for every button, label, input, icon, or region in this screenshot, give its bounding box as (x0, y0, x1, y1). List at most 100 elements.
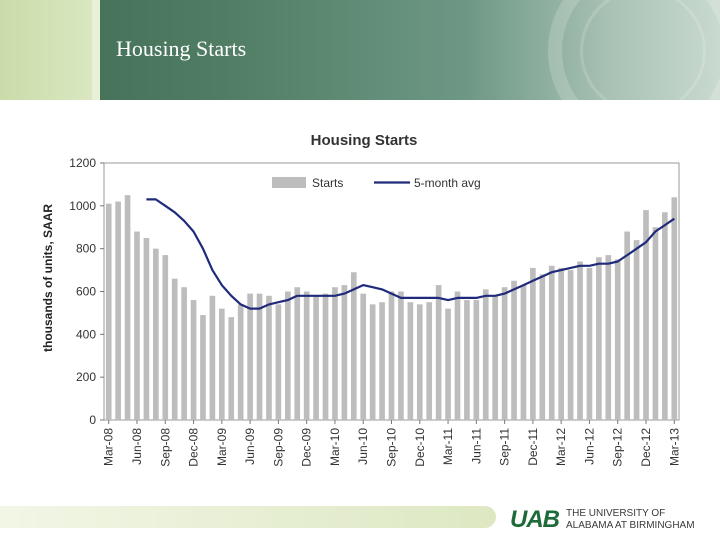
bar-series-starts (105, 195, 678, 420)
bar-starts (247, 293, 253, 420)
bar-starts (143, 237, 150, 420)
x-tick-label: Mar-13 (667, 428, 681, 466)
bar-starts (294, 287, 301, 420)
chart-legend: Starts 5-month avg (272, 176, 481, 190)
x-tick-label: Dec-10 (413, 428, 427, 467)
header-banner: Housing Starts (0, 0, 720, 100)
housing-starts-chart: Housing Starts thousands of units, SAAR … (41, 132, 681, 467)
x-tick-label: Mar-08 (102, 428, 116, 466)
bar-starts (548, 265, 555, 420)
bar-starts (190, 300, 197, 420)
university-logo: UAB THE UNIVERSITY OF ALABAMA AT BIRMING… (510, 506, 695, 531)
logo-line-1: THE UNIVERSITY OF (566, 508, 665, 519)
bar-starts (162, 255, 169, 420)
x-tick-label: Mar-09 (215, 428, 229, 466)
footer-bar (0, 506, 496, 528)
bar-starts (520, 285, 527, 420)
banner-accent (0, 0, 98, 100)
legend-swatch-starts (272, 177, 306, 188)
y-axis-label: thousands of units, SAAR (41, 204, 55, 352)
x-tick-label: Jun-10 (356, 428, 370, 465)
bar-starts (322, 293, 329, 420)
x-tick-label: Dec-11 (526, 428, 540, 466)
bar-starts (332, 287, 338, 420)
bar-starts (586, 267, 593, 420)
x-tick-label: Sep-10 (385, 428, 399, 467)
line-5-month-avg (146, 198, 675, 310)
x-tick-label: Sep-09 (271, 428, 285, 467)
bar-starts (153, 248, 159, 420)
bar-starts (303, 291, 310, 420)
bar-starts (398, 291, 404, 420)
bar-starts (539, 274, 546, 420)
x-tick-label: Mar-11 (441, 428, 455, 465)
chart-axes: 0 200 400 600 800 1000 1200 Mar-08 Jun-08 Sep-08 D… (69, 156, 681, 467)
y-tick-label: 200 (76, 370, 96, 384)
bar-starts (388, 291, 395, 420)
bar-starts (577, 261, 583, 420)
banner-divider (92, 0, 100, 100)
bar-starts (511, 280, 517, 420)
seal-watermark (548, 0, 720, 100)
bar-starts (501, 287, 508, 420)
bar-starts (341, 285, 348, 420)
bar-starts (237, 304, 244, 420)
y-tick-label: 400 (76, 327, 96, 341)
x-tick-label: Sep-11 (498, 428, 512, 466)
bar-starts (105, 203, 112, 420)
bar-starts (435, 285, 442, 420)
y-tick-label: 0 (89, 413, 96, 427)
bar-starts (219, 308, 225, 420)
bar-starts (124, 195, 131, 420)
x-tick-label: Mar-10 (328, 428, 342, 466)
bar-starts (643, 210, 649, 420)
seal-watermark-inner (580, 0, 706, 100)
y-tick-label: 1200 (69, 156, 96, 170)
bar-starts (284, 291, 291, 420)
x-tick-label: Sep-08 (158, 428, 172, 467)
bar-starts (360, 293, 367, 420)
bar-starts (228, 317, 235, 420)
legend-label-starts: Starts (312, 176, 343, 190)
bar-starts (454, 291, 461, 420)
bar-starts (492, 295, 499, 420)
bar-starts (482, 289, 489, 420)
bar-starts (115, 201, 121, 420)
x-tick-label: Mar-12 (554, 428, 568, 466)
bar-starts (596, 257, 602, 420)
y-tick-label: 600 (76, 285, 96, 299)
bar-starts (473, 300, 480, 420)
chart-title: Housing Starts (311, 132, 418, 149)
bar-starts (624, 231, 630, 420)
x-tick-label: Jun-12 (583, 428, 597, 465)
bar-starts (407, 302, 414, 420)
bar-starts (558, 267, 564, 420)
bar-starts (313, 295, 319, 420)
bar-starts (652, 227, 659, 420)
bar-starts (614, 259, 621, 420)
bar-starts (416, 304, 423, 420)
bar-starts (134, 231, 140, 420)
y-tick-label: 800 (76, 242, 96, 256)
bar-starts (633, 240, 640, 420)
y-tick-label: 1000 (69, 199, 96, 213)
bar-starts (275, 304, 282, 420)
bar-starts (209, 295, 216, 420)
bar-starts (266, 295, 272, 420)
bar-starts (605, 255, 612, 420)
bar-starts (171, 278, 178, 420)
bar-starts (200, 315, 206, 420)
bar-starts (445, 308, 451, 420)
bar-starts (256, 293, 263, 420)
bar-starts (662, 212, 668, 420)
bar-starts (671, 197, 678, 420)
x-tick-label: Dec-09 (300, 428, 314, 467)
x-tick-label: Dec-08 (187, 428, 201, 467)
x-tick-label: Jun-09 (243, 428, 257, 465)
bar-starts (369, 304, 376, 420)
bar-starts (567, 270, 574, 420)
bar-starts (530, 267, 536, 420)
bar-starts (181, 287, 187, 420)
page-title: Housing Starts (116, 36, 247, 61)
bar-starts (350, 272, 357, 420)
